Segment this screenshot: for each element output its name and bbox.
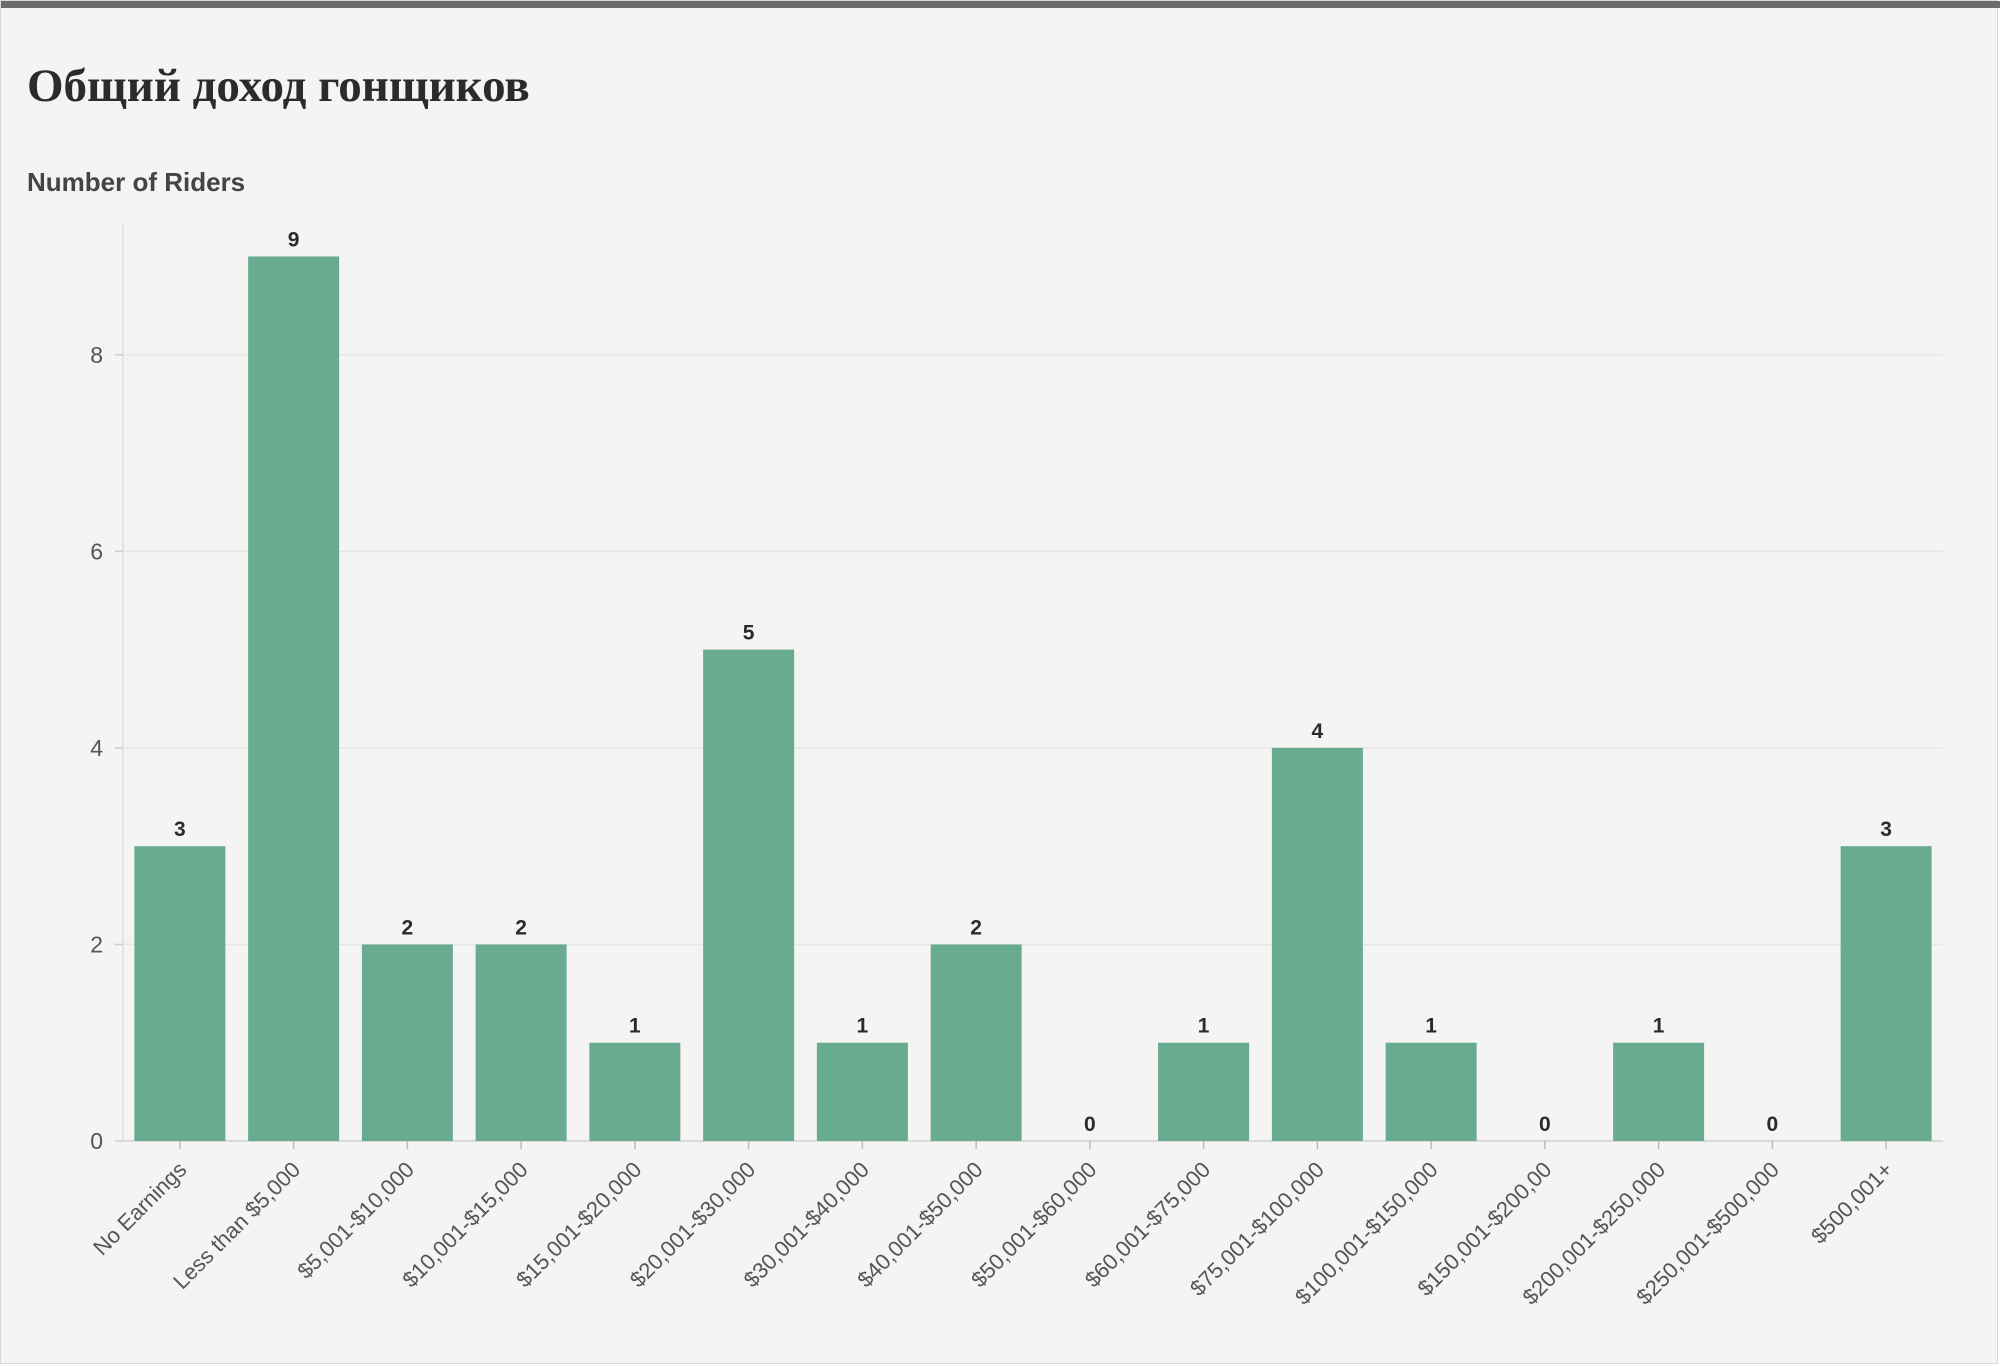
y-tick-label: 4: [90, 735, 103, 761]
bar-value-label: 1: [1653, 1015, 1665, 1038]
chart-title: Общий доход гонщиков: [27, 60, 530, 112]
bar-value-label: 3: [1880, 818, 1892, 841]
bar-value-label: 2: [402, 916, 414, 939]
y-tick-label: 2: [90, 931, 103, 957]
bar-value-label: 2: [515, 916, 527, 939]
bar-value-label: 1: [629, 1015, 641, 1038]
bar[interactable]: [1613, 1042, 1705, 1141]
bar-value-label: 9: [288, 228, 300, 251]
bar-value-label: 4: [1312, 720, 1324, 743]
bar[interactable]: [930, 944, 1022, 1141]
bar[interactable]: [361, 944, 453, 1141]
bar[interactable]: [1385, 1042, 1477, 1141]
x-tick-label: $5,001-$10,000: [292, 1157, 419, 1284]
y-tick-label: 6: [90, 538, 103, 564]
top-rule: [1, 1, 2000, 8]
bar-value-label: 1: [857, 1015, 869, 1038]
bar[interactable]: [816, 1042, 908, 1141]
bar-value-label: 1: [1198, 1015, 1210, 1038]
x-tick-label: $500,001+: [1806, 1157, 1898, 1249]
y-axis-title: Number of Riders: [27, 167, 246, 197]
bar-value-label: 0: [1767, 1113, 1779, 1136]
bar[interactable]: [1840, 846, 1932, 1141]
bar[interactable]: [1271, 747, 1363, 1141]
bar[interactable]: [248, 256, 340, 1141]
bar-value-label: 0: [1084, 1113, 1096, 1136]
bar-value-label: 2: [970, 916, 982, 939]
bar[interactable]: [134, 846, 226, 1141]
bar[interactable]: [475, 944, 567, 1141]
bar-value-label: 0: [1539, 1113, 1551, 1136]
x-tick-label: Less than $5,000: [168, 1157, 305, 1294]
bar[interactable]: [589, 1042, 681, 1141]
y-tick-label: 8: [90, 342, 103, 368]
y-tick-label: 0: [90, 1128, 103, 1154]
x-tick-label: No Earnings: [88, 1157, 191, 1260]
bar-value-label: 3: [174, 818, 186, 841]
bar-value-label: 1: [1425, 1015, 1437, 1038]
bar-value-label: 5: [743, 622, 755, 645]
bar[interactable]: [1158, 1042, 1250, 1141]
bar[interactable]: [703, 649, 795, 1141]
